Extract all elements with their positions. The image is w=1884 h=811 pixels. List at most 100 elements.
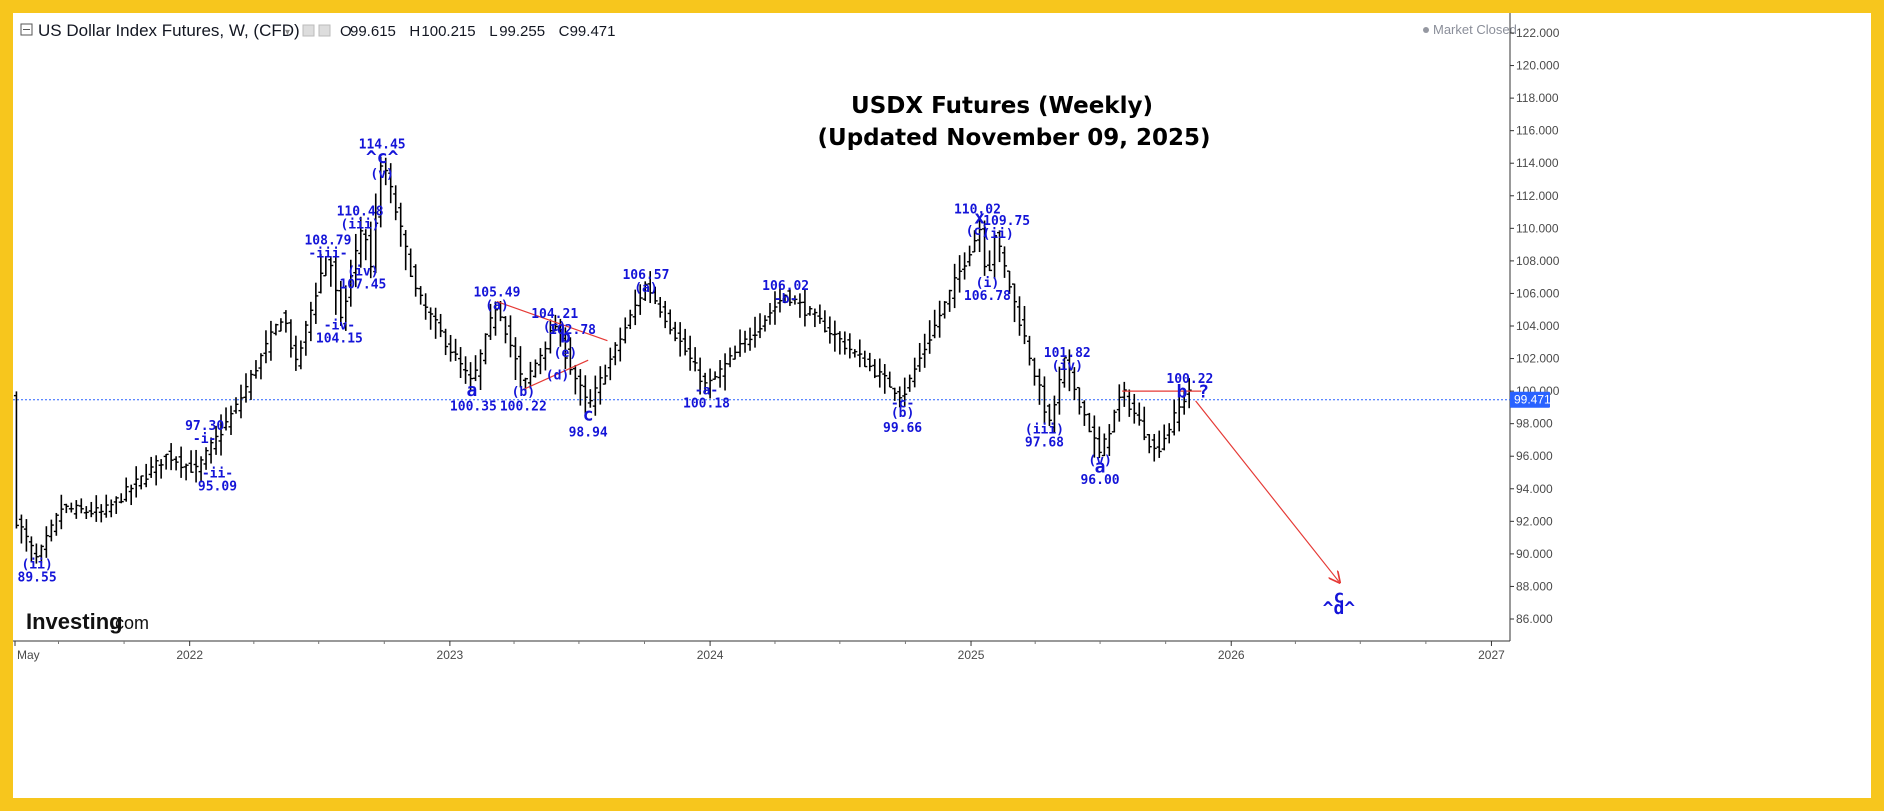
ohlc-bar (1156, 430, 1162, 458)
visibility-icon[interactable] (318, 24, 331, 37)
ohlc-bar (912, 357, 918, 388)
ohlc-bar (88, 501, 94, 518)
ohlc-bar (323, 255, 329, 277)
x-tick-label: 2026 (1218, 648, 1245, 662)
ohlc-bar (388, 163, 394, 204)
ohlc-bar (1071, 367, 1077, 401)
wave-label: 98.94 (569, 426, 608, 441)
settings-icon[interactable] (302, 24, 315, 37)
y-tick-label: 86.000 (1516, 612, 1553, 626)
ohlc-bar (448, 334, 454, 362)
ohlc-bar (1041, 376, 1047, 424)
wave-label: 106.78 (964, 289, 1011, 304)
ohlc-bar (737, 329, 743, 357)
ohlc-bar (128, 484, 134, 506)
y-tick-label: 98.000 (1516, 417, 1553, 431)
wave-label: x (974, 207, 985, 228)
ohlc-bar (278, 318, 284, 332)
ohlc-bar (438, 313, 444, 338)
wave-label: (a) (634, 281, 657, 296)
last-price-tag: 99.471 (1510, 391, 1551, 408)
ohlc-bar (1012, 283, 1018, 323)
ohlc-bar (607, 347, 613, 381)
ohlc-bar (273, 323, 279, 336)
ohlc-bar (947, 289, 953, 312)
ohlc-bar (53, 512, 59, 536)
ohlc-bar (712, 371, 718, 380)
ohlc-bar (188, 450, 194, 473)
ohlc-bar (1126, 389, 1132, 417)
symbol-title[interactable]: US Dollar Index Futures, W, (CFD) (38, 21, 300, 40)
ohlc-bar (343, 285, 349, 331)
ohlc-bar (732, 345, 738, 360)
wave-label: 105.49 (473, 286, 520, 301)
ohlc-bar (602, 364, 608, 385)
ohlc-bar (263, 330, 269, 364)
dropdown-arrow-icon[interactable]: ▾ (285, 27, 290, 38)
ohlc-bar (98, 504, 104, 523)
ohlc-bar (917, 342, 923, 372)
ohlc-bar (318, 253, 324, 294)
ohlc-bar (752, 316, 758, 348)
wave-label: a (1095, 457, 1106, 478)
ohlc-bar (1186, 378, 1192, 409)
wave-label: (i) (976, 276, 999, 291)
price-chart[interactable]: US Dollar Index Futures, W, (CFD) ▾ O99.… (13, 13, 1871, 798)
ohlc-bar (1096, 426, 1102, 459)
ohlc-bar (812, 308, 818, 328)
ohlc-bar (757, 313, 763, 339)
ohlc-bar (717, 360, 723, 388)
ohlc-bar (942, 301, 948, 319)
ohlc-bar (1171, 399, 1177, 436)
ohlc-bar (168, 443, 174, 471)
wave-label: (v) (1088, 453, 1111, 468)
ohlc-bar (1106, 424, 1112, 456)
y-tick-label: 112.000 (1516, 189, 1559, 203)
ohlc-value-c: 99.471 (570, 23, 616, 40)
wave-label: (ii) (21, 558, 52, 573)
ohlc-bar (1111, 409, 1117, 433)
wave-label: 106.57 (622, 268, 669, 283)
ohlc-bar (1002, 246, 1008, 278)
ohlc-label-h: H (409, 23, 420, 40)
wave-label: 101.82 (1044, 346, 1091, 361)
ohlc-bar (248, 369, 254, 400)
ohlc-bar (268, 320, 274, 361)
ohlc-bar (163, 453, 169, 470)
ohlc-bar (63, 503, 69, 514)
wave-label: a (467, 380, 478, 401)
ohlc-bar (18, 514, 24, 544)
ohlc-bar (483, 333, 489, 365)
ohlc-bars (13, 156, 1192, 564)
ohlc-bar (817, 304, 823, 324)
wave-label: (c) (966, 224, 989, 239)
ohlc-bar (48, 519, 54, 542)
ohlc-bar (103, 494, 109, 518)
ohlc-bar (957, 255, 963, 293)
ohlc-bar (1151, 433, 1157, 462)
ohlc-bar (777, 284, 783, 313)
ohlc-bar (118, 493, 124, 504)
wave-label: -c- (891, 396, 914, 411)
ohlc-bar (667, 309, 673, 335)
trendline[interactable] (523, 359, 589, 391)
ohlc-bar (398, 202, 404, 247)
collapse-icon[interactable] (20, 23, 33, 36)
ohlc-bar (1026, 335, 1032, 366)
wave-label: (b) (512, 385, 535, 400)
ohlc-bar (473, 355, 479, 382)
trendline[interactable] (496, 301, 608, 342)
ohlc-bar (1076, 386, 1082, 415)
y-tick-label: 96.000 (1516, 449, 1553, 463)
ohlc-bar (1056, 366, 1062, 415)
wave-label: -ii- (202, 466, 233, 481)
ohlc-bar (802, 288, 808, 327)
ohlc-bar (1146, 433, 1152, 454)
ohlc-bar (502, 316, 508, 344)
ohlc-bar (992, 233, 998, 279)
ohlc-bar (707, 368, 713, 399)
wave-label: (b) (891, 406, 914, 421)
ohlc-bar (977, 217, 983, 253)
ohlc-bar (617, 327, 623, 362)
ohlc-bar (133, 466, 139, 498)
